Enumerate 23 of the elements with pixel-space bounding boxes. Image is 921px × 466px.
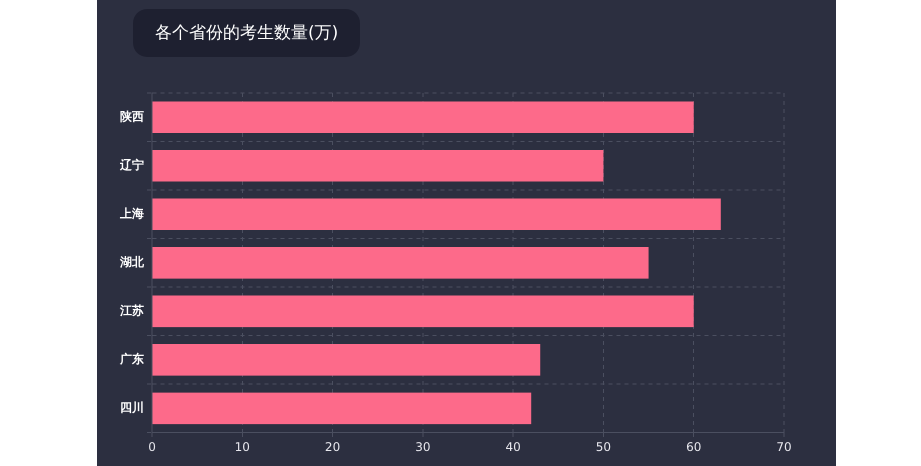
bar <box>152 344 540 376</box>
x-tick-label: 40 <box>506 440 521 454</box>
y-tick-label: 湖北 <box>119 254 145 269</box>
bar <box>152 296 694 328</box>
x-tick-label: 0 <box>148 440 156 454</box>
y-tick-label: 辽宁 <box>119 158 144 172</box>
y-tick-label: 上海 <box>119 206 144 220</box>
y-tick-label: 四川 <box>120 400 144 414</box>
x-tick-label: 20 <box>324 440 340 454</box>
x-tick-label: 70 <box>776 440 792 454</box>
chart-title: 各个省份的考生数量(万) <box>133 9 360 57</box>
x-tick-label: 50 <box>596 440 612 454</box>
bar <box>152 198 721 230</box>
y-tick-label: 陕西 <box>120 109 144 124</box>
x-tick-label: 60 <box>686 440 702 454</box>
y-tick-label: 江苏 <box>119 303 144 318</box>
y-tick-label: 广东 <box>119 352 144 366</box>
bar <box>152 247 649 279</box>
x-tick-label: 30 <box>415 440 430 454</box>
bar <box>152 150 604 182</box>
bar <box>152 392 532 424</box>
x-tick-label: 10 <box>234 440 250 454</box>
bar <box>152 101 694 134</box>
